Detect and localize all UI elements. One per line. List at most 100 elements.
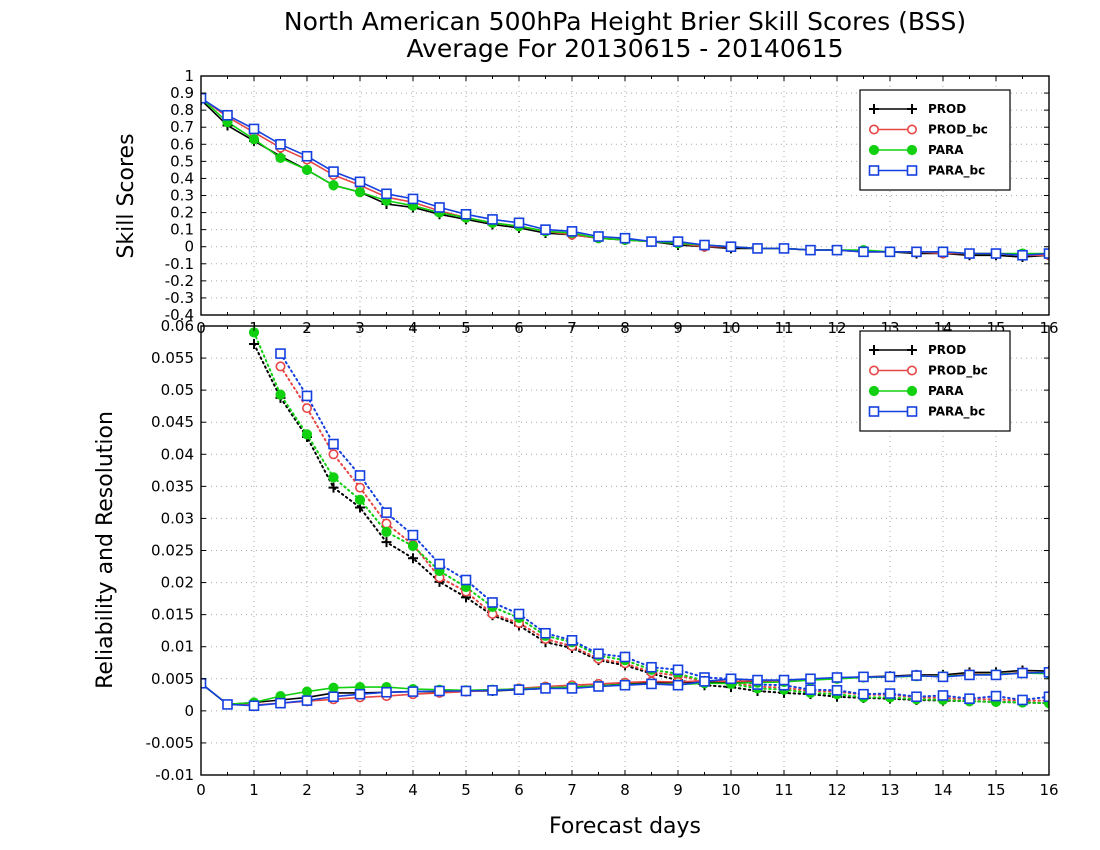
data-point-para bbox=[275, 152, 286, 164]
data-point-para_bc bbox=[646, 236, 657, 247]
y-tick-label: 0.01 bbox=[161, 638, 194, 656]
x-tick-label: 1 bbox=[249, 781, 259, 799]
legend-marker-prod_bc bbox=[868, 365, 879, 376]
data-point-para_bc bbox=[805, 684, 816, 695]
data-point-para_bc bbox=[460, 574, 472, 586]
data-point-para bbox=[328, 180, 339, 191]
data-point-para_bc bbox=[990, 690, 1002, 702]
data-point-para bbox=[354, 186, 366, 198]
y-tick-label: 0.5 bbox=[170, 152, 194, 170]
data-point-para bbox=[328, 682, 339, 693]
legend-marker-para_bc bbox=[868, 406, 880, 417]
axis-ticks bbox=[200, 325, 1050, 776]
data-point-para_bc bbox=[301, 695, 313, 706]
data-point-para bbox=[301, 164, 313, 175]
data-point-para_bc bbox=[831, 672, 843, 683]
data-point-para_bc bbox=[1017, 694, 1028, 706]
plot-area bbox=[201, 327, 1049, 712]
x-axis-label: Forecast days bbox=[549, 814, 701, 839]
chart-title-line1: North American 500hPa Height Brier Skill… bbox=[284, 7, 966, 36]
legend-item-para_bc: PARA_bc bbox=[868, 164, 985, 179]
y-tick-label: -0.2 bbox=[165, 272, 194, 290]
x-tick-label: 14 bbox=[933, 781, 952, 799]
legend-marker-para bbox=[906, 385, 918, 397]
data-point-para_bc bbox=[513, 217, 525, 229]
y-tick-label: -0.3 bbox=[165, 289, 194, 307]
x-tick-label: 11 bbox=[774, 781, 793, 799]
legend-marker-para_bc bbox=[868, 165, 880, 176]
y-tick-label: -0.1 bbox=[165, 255, 194, 273]
y-tick-label: 0.06 bbox=[161, 317, 194, 335]
data-point-para_bc bbox=[407, 193, 419, 205]
data-point-prod_bc bbox=[381, 518, 392, 529]
legend-marker-prod bbox=[869, 345, 879, 355]
y-tick-label: 0.4 bbox=[170, 169, 194, 187]
data-point-para_bc bbox=[699, 239, 710, 251]
data-point-para_bc bbox=[778, 674, 790, 686]
legend: PROD PROD_bc PARA PARA_bc bbox=[859, 89, 1011, 191]
data-point-para_bc bbox=[434, 685, 445, 697]
y-tick-label: 0.005 bbox=[151, 670, 194, 688]
data-point-para_bc bbox=[381, 686, 392, 698]
data-point-prod_bc bbox=[354, 482, 365, 493]
data-point-para_bc bbox=[778, 243, 790, 254]
data-point-para_bc bbox=[301, 390, 313, 402]
legend-marker-prod_bc bbox=[906, 365, 917, 376]
data-point-para_bc bbox=[328, 166, 339, 177]
data-point-para bbox=[354, 494, 366, 505]
data-point-para_bc bbox=[911, 246, 922, 258]
data-point-para_bc bbox=[911, 691, 922, 703]
data-point-para_bc bbox=[752, 674, 763, 686]
legend-marker-para bbox=[868, 144, 880, 156]
data-point-para_bc bbox=[434, 558, 445, 570]
x-tick-label: 16 bbox=[1039, 781, 1058, 799]
legend-label: PROD bbox=[928, 102, 966, 116]
data-point-para_bc bbox=[858, 246, 869, 258]
y-tick-label: -0.4 bbox=[165, 306, 194, 324]
legend-marker-prod bbox=[907, 104, 917, 114]
x-tick-label: 4 bbox=[408, 781, 418, 799]
data-point-prod bbox=[249, 338, 259, 349]
legend-marker-prod_bc bbox=[906, 124, 917, 135]
x-tick-label: 8 bbox=[620, 781, 630, 799]
y-tick-label: -0.01 bbox=[155, 766, 194, 784]
legend-item-prod_bc: PROD_bc bbox=[868, 123, 988, 138]
data-point-para_bc bbox=[593, 681, 604, 692]
data-point-para_bc bbox=[672, 664, 684, 676]
data-point-para_bc bbox=[381, 188, 392, 200]
data-point-para_bc bbox=[540, 224, 551, 235]
y-tick-label: 0.04 bbox=[161, 445, 194, 463]
legend-label: PROD_bc bbox=[928, 364, 988, 379]
data-point-para_bc bbox=[460, 208, 472, 220]
legend: PROD PROD_bc PARA PARA_bc bbox=[859, 330, 1011, 432]
data-point-para_bc bbox=[884, 688, 896, 699]
data-point-para_bc bbox=[487, 214, 498, 225]
data-point-para bbox=[301, 429, 313, 440]
data-point-prod bbox=[381, 537, 392, 548]
legend-marker-para bbox=[906, 144, 918, 156]
data-point-para_bc bbox=[407, 529, 419, 541]
data-point-para_bc bbox=[354, 688, 366, 700]
y-tick-label: 0 bbox=[184, 702, 194, 720]
x-tick-label: 3 bbox=[355, 781, 365, 799]
data-point-para_bc bbox=[1043, 248, 1049, 259]
top-panel-ylabel: Skill Scores bbox=[114, 133, 139, 258]
data-point-para_bc bbox=[884, 246, 896, 258]
data-point-para_bc bbox=[540, 627, 551, 639]
y-tick-label: 0.025 bbox=[151, 542, 194, 560]
data-point-para_bc bbox=[699, 676, 710, 687]
data-point-para_bc bbox=[328, 691, 339, 703]
x-tick-label: 6 bbox=[514, 781, 524, 799]
data-point-para_bc bbox=[407, 686, 419, 697]
data-point-para_bc bbox=[222, 699, 233, 710]
data-point-para_bc bbox=[672, 679, 684, 691]
legend-marker-para bbox=[868, 385, 880, 397]
data-point-para_bc bbox=[752, 243, 763, 254]
x-tick-label: 13 bbox=[880, 781, 899, 799]
data-point-para_bc bbox=[222, 109, 233, 121]
data-point-para_bc bbox=[619, 679, 631, 691]
data-point-para_bc bbox=[964, 669, 975, 681]
y-tick-label: 0.015 bbox=[151, 606, 194, 624]
data-point-para_bc bbox=[858, 688, 869, 700]
data-point-para_bc bbox=[646, 661, 657, 673]
